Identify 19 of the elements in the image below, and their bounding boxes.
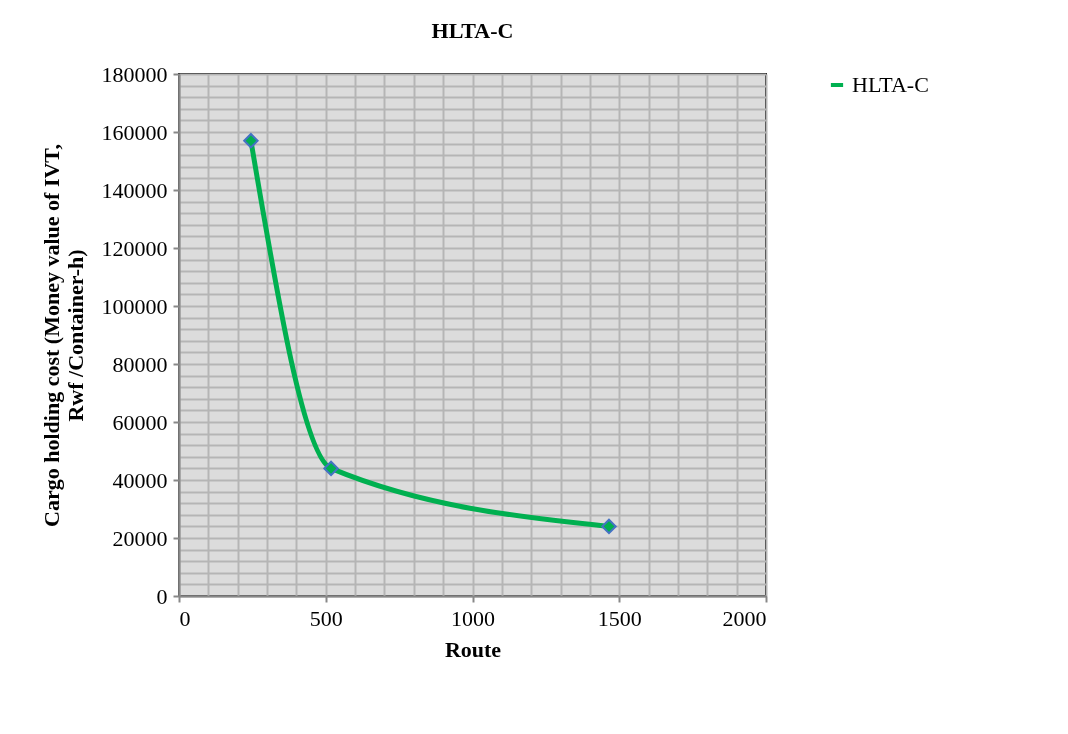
y-tick-label: 180000	[101, 61, 168, 87]
y-axis-title: Cargo holding cost (Money value of IVT, Rwf /Container-h)	[38, 144, 88, 527]
x-tick-label: 500	[309, 605, 343, 631]
y-tick-label: 160000	[101, 119, 168, 145]
x-tick-label: 1000	[451, 605, 495, 631]
y-tick-label: 120000	[101, 235, 168, 261]
y-tick-label: 80000	[112, 351, 168, 377]
y-tick-label: 20000	[112, 525, 168, 551]
y-tick-label: 0	[156, 583, 168, 609]
y-tick-label: 100000	[101, 293, 168, 319]
y-tick-label: 40000	[112, 467, 168, 493]
x-tick-label: 1500	[597, 605, 642, 631]
y-tick-label: 60000	[112, 409, 168, 435]
chart-title: HLTA-C	[431, 18, 514, 43]
x-axis-title: Route	[444, 636, 502, 662]
x-tick-label: 0	[179, 605, 191, 631]
y-tick-label: 140000	[101, 177, 168, 203]
x-tick-label: 2000	[722, 605, 767, 631]
legend-label: HLTA-C	[852, 72, 929, 97]
